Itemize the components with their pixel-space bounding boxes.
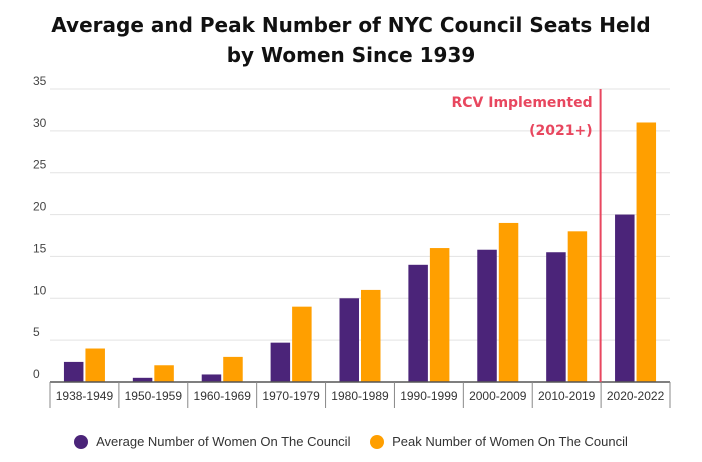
bar-average-1990-1999: [408, 264, 428, 382]
chart-title: Average and Peak Number of NYC Council S…: [0, 10, 702, 70]
legend-item-peak: Peak Number of Women On The Council: [370, 434, 628, 449]
gridlines: [50, 88, 670, 341]
bar-average-2000-2009: [477, 249, 497, 382]
bar-peak-1980-1989: [361, 289, 381, 382]
y-tick-label-15: 15: [33, 241, 47, 255]
y-tick-label-30: 30: [33, 116, 47, 130]
x-axis: 1938-1949 1950-1959 1960-1969 1970-1979 1980…: [49, 381, 671, 408]
x-tick-label-2020-2022: 2020-2022: [607, 389, 665, 403]
bar-peak-1960-1969: [223, 356, 243, 382]
y-tick-label-35: 35: [33, 74, 47, 88]
legend-label-average: Average Number of Women On The Council: [96, 434, 351, 449]
legend-swatch-peak: [370, 434, 385, 449]
bar-average-2020-2022: [615, 214, 635, 382]
chart-title-line-1: Average and Peak Number of NYC Council S…: [51, 13, 651, 37]
bar-average-1950-1959: [132, 377, 153, 382]
y-tick-label-25: 25: [33, 158, 47, 172]
legend-label-peak: Peak Number of Women On The Council: [392, 434, 628, 449]
chart-title-line-2: by Women Since 1939: [226, 43, 476, 67]
bar-peak-1970-1979: [292, 306, 312, 382]
bar-peak-1938-1949: [85, 348, 105, 382]
y-tick-label-20: 20: [33, 200, 47, 214]
rcv-label-line-2: (2021+): [529, 123, 593, 139]
bar-chart: 0 5 10 15 20 25 30 35 1938-1949 1950-1959 1960-19…: [33, 74, 671, 408]
bar-peak-2000-2009: [498, 222, 519, 382]
bar-average-1980-1989: [339, 298, 359, 382]
bar-peak-2020-2022: [636, 122, 657, 382]
y-tick-label-0: 0: [33, 367, 40, 381]
legend: Average Number of Women On The Council P…: [0, 434, 702, 452]
bar-average-2010-2019: [546, 252, 566, 382]
bar-peak-1990-1999: [429, 248, 450, 382]
bars: [63, 122, 657, 382]
x-tick-label-1970-1979: 1970-1979: [262, 389, 320, 403]
bar-peak-2010-2019: [567, 231, 588, 382]
x-tick-label-2000-2009: 2000-2009: [469, 389, 527, 403]
legend-swatch-average: [74, 434, 89, 449]
x-tick-label-1980-1989: 1980-1989: [331, 389, 389, 403]
x-tick-label-1950-1959: 1950-1959: [125, 389, 183, 403]
x-tick-label-1960-1969: 1960-1969: [194, 389, 252, 403]
y-tick-label-5: 5: [33, 325, 40, 339]
bar-average-1960-1969: [201, 374, 222, 382]
bar-average-1938-1949: [63, 361, 84, 382]
x-tick-label-1990-1999: 1990-1999: [400, 389, 458, 403]
x-tick-label-1938-1949: 1938-1949: [56, 389, 114, 403]
rcv-label-line-1: RCV Implemented: [451, 95, 592, 111]
rcv-annotation: RCV Implemented (2021+): [451, 89, 602, 382]
bar-average-1970-1979: [270, 342, 291, 382]
y-axis-ticks: 0 5 10 15 20 25 30 35: [33, 74, 47, 381]
x-tick-label-2010-2019: 2010-2019: [538, 389, 596, 403]
legend-item-average: Average Number of Women On The Council: [74, 434, 350, 449]
y-tick-label-10: 10: [33, 283, 47, 297]
bar-peak-1950-1959: [154, 365, 174, 382]
